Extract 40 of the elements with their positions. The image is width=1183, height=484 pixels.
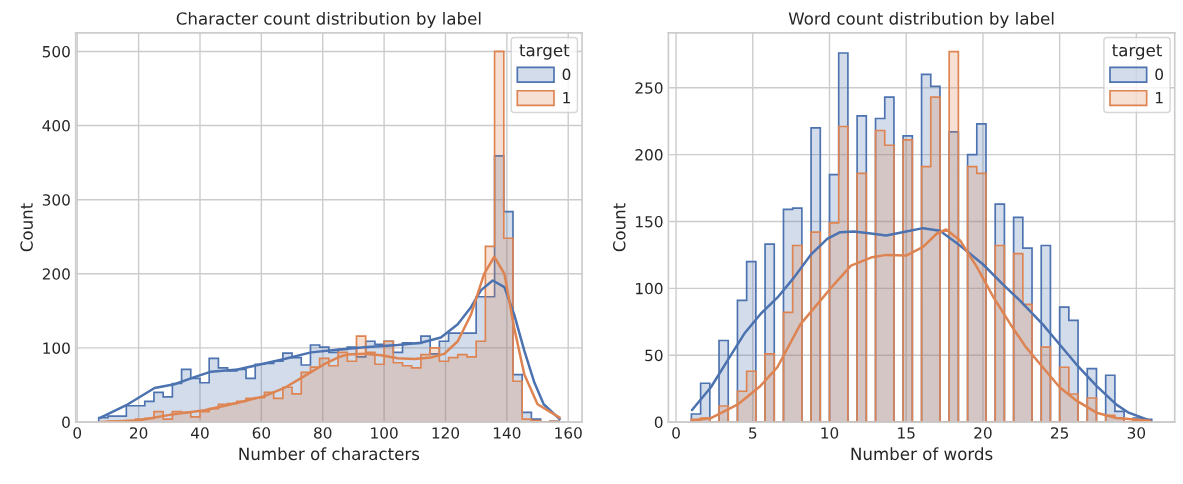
x-axis-title: Number of words (851, 447, 993, 461)
y-axis-title: Count (612, 203, 626, 252)
y-tick-label: 0 (62, 416, 70, 429)
y-tick-label: 300 (42, 194, 70, 206)
y-tick-label: 400 (42, 120, 70, 132)
x-tick-label: 25 (1051, 427, 1069, 439)
x-tick-label: 140 (493, 427, 521, 439)
legend-label: 1 (563, 92, 570, 104)
y-tick-label: 0 (654, 416, 663, 429)
y-tick-label: 200 (42, 268, 70, 280)
y-tick-label: 100 (636, 282, 663, 295)
x-tick-label: 20 (974, 427, 992, 439)
x-axis-title: Number of characters (239, 447, 420, 461)
x-tick-label: 40 (191, 427, 209, 439)
x-tick-label: 30 (1127, 427, 1146, 439)
legend-title: target (519, 44, 570, 60)
x-tick-label: 100 (371, 427, 398, 439)
legend-label: 1 (1155, 92, 1163, 104)
y-tick-label: 200 (635, 149, 663, 161)
y-tick-label: 500 (42, 45, 70, 58)
x-tick-label: 60 (252, 427, 271, 439)
legend-label: 0 (562, 68, 571, 81)
chart-title: Character count distribution by label (176, 11, 481, 29)
y-tick-label: 100 (43, 342, 70, 354)
legend-title: target (1112, 44, 1162, 60)
x-tick-label: 0 (73, 427, 82, 439)
y-tick-label: 150 (636, 215, 663, 228)
y-tick-label: 50 (645, 349, 663, 362)
x-tick-label: 10 (821, 427, 839, 439)
x-tick-label: 5 (749, 427, 757, 439)
x-tick-label: 0 (672, 427, 680, 439)
x-tick-label: 160 (555, 427, 582, 439)
legend-label: 0 (1155, 68, 1164, 81)
chart-title: Word count distribution by label (788, 11, 1054, 29)
x-tick-label: 15 (898, 427, 915, 439)
y-tick-label: 250 (635, 82, 663, 94)
x-tick-label: 120 (432, 427, 460, 439)
x-tick-label: 80 (314, 427, 332, 439)
x-tick-label: 20 (130, 427, 148, 439)
y-axis-title: Count (20, 203, 33, 252)
